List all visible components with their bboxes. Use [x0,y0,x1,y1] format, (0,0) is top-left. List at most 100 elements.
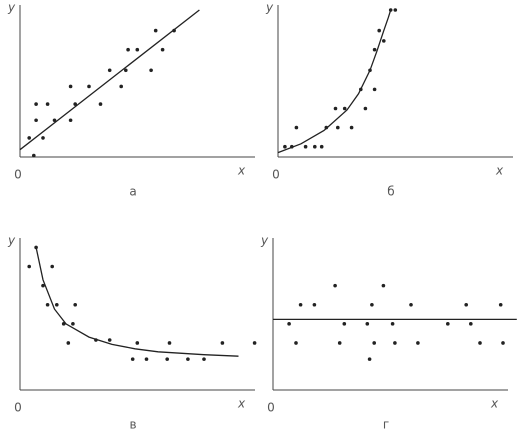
y-axis-label: y [265,1,274,15]
y-axis-label: y [260,234,269,248]
data-point [303,144,308,149]
data-point [124,68,128,73]
data-point [372,87,377,92]
data-point [313,144,317,149]
data-point [186,357,190,361]
data-point [34,245,38,250]
data-point [153,28,158,33]
data-point [336,125,340,130]
x-tick-label: 0 [14,401,22,415]
data-point [202,357,206,361]
data-point [283,144,287,149]
data-point [368,68,372,73]
data-point [68,118,73,123]
data-point [367,357,372,361]
data-point [393,341,397,345]
panel-label: г [383,418,389,430]
data-point [107,68,112,73]
data-point [416,341,420,345]
x-axis-label: x [237,397,246,411]
data-point [107,338,112,342]
x-tick-label: 0 [272,168,280,182]
data-point [372,47,377,52]
data-point [381,283,386,288]
x-tick-label: 0 [267,401,275,415]
data-point [372,341,377,345]
data-point [469,322,473,326]
data-point [52,118,57,123]
data-point [71,322,75,326]
fit-curve [19,9,200,151]
data-point [290,144,294,149]
data-point [333,283,337,288]
data-point [294,341,298,345]
x-axis-label: x [490,397,499,411]
x-axis-label: x [237,164,246,178]
data-point [252,341,257,345]
data-point [160,47,165,52]
data-point [32,153,36,158]
data-point [365,322,370,326]
data-point [172,28,176,33]
panel-label: в [129,418,136,430]
data-point [41,136,45,140]
data-point [45,302,50,307]
data-point [464,302,469,307]
data-point [87,84,91,89]
data-point [324,125,329,130]
data-point [342,322,347,326]
y-axis-label: y [7,1,16,15]
data-point [126,47,130,52]
data-point [135,47,140,52]
data-point [130,357,135,361]
fit-curve [35,247,239,357]
data-point [359,87,363,92]
data-point [446,322,450,326]
data-point [393,8,398,12]
data-point [319,144,324,149]
data-point [55,302,59,307]
data-point [382,39,386,43]
data-point [34,102,38,106]
fit-curve [277,9,392,154]
data-point [287,322,291,326]
data-point [478,341,482,345]
data-point [333,106,338,111]
data-point [50,264,54,269]
panel-label: а [129,185,136,199]
data-point [337,341,342,345]
data-point [73,302,77,307]
data-point [363,106,368,111]
data-point [165,357,169,361]
data-point [370,302,374,307]
data-point [135,341,140,345]
data-point [149,68,153,73]
data-point [498,302,503,307]
data-point [45,102,50,106]
data-point [349,125,354,130]
data-point [68,84,73,89]
x-axis-label: x [495,164,504,178]
data-point [98,102,103,106]
data-point [27,136,32,140]
data-point [501,341,505,345]
data-point [390,322,395,326]
data-point [342,106,347,111]
x-tick-label: 0 [14,168,22,182]
data-point [312,302,317,307]
data-point [409,302,413,307]
data-point [294,125,299,130]
data-point [144,357,149,361]
data-point [66,341,71,345]
data-point [388,8,393,12]
y-axis-label: y [7,234,16,248]
data-point [119,84,123,89]
data-point [94,338,98,342]
data-point [73,102,77,106]
panel-label: б [387,185,394,199]
data-point [61,322,66,326]
data-point [41,283,45,288]
data-point [34,118,38,123]
data-point [298,302,303,307]
